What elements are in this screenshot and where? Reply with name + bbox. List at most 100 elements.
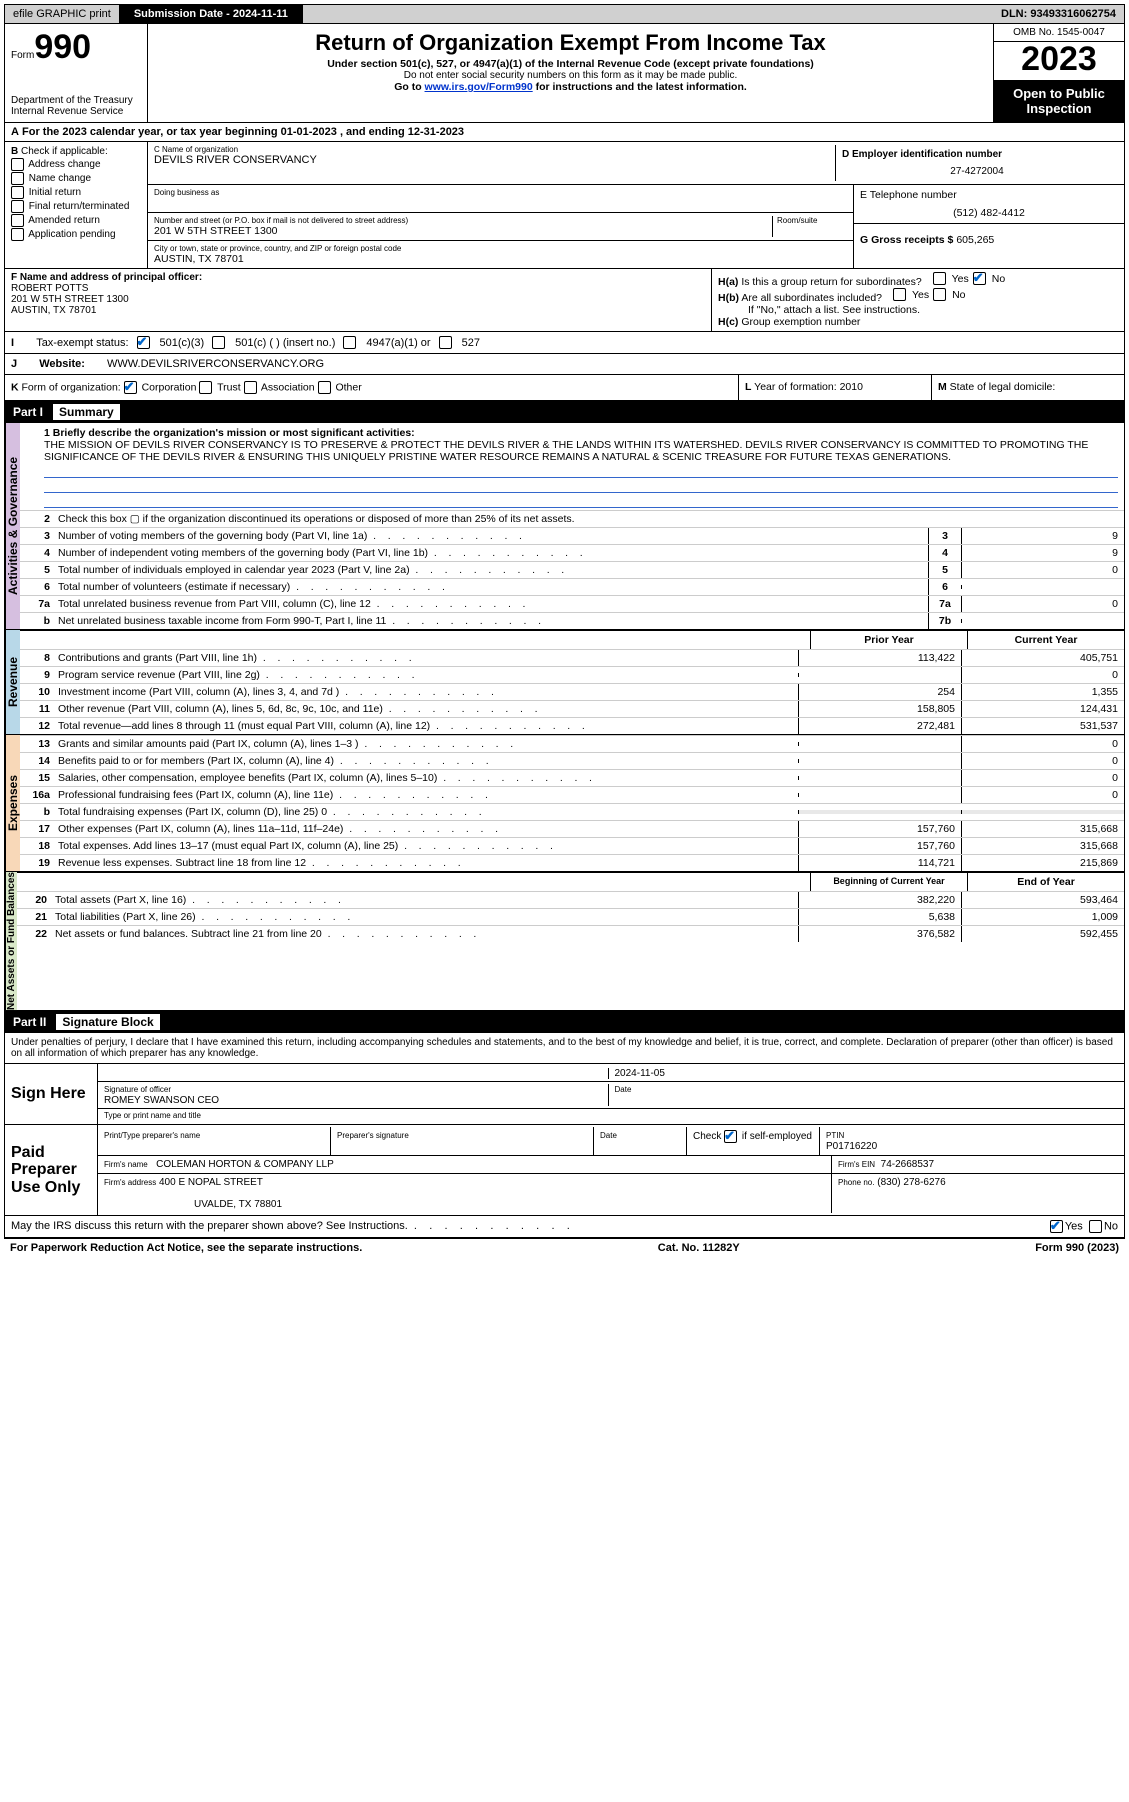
ha-yes[interactable] [933,272,946,285]
chk-amended[interactable]: Amended return [11,214,141,227]
ptin-value: P01716220 [826,1141,877,1152]
firm-ein-label: Firm's EIN [838,1160,875,1169]
box-m: M State of legal domicile: [932,375,1124,400]
chk-corp[interactable] [124,381,137,394]
box-b-title: Check if applicable: [21,146,108,157]
current-year-header: Current Year [967,631,1124,649]
box-h: H(a) Is this a group return for subordin… [711,269,1124,331]
governance-label: Activities & Governance [5,423,20,629]
chk-initial[interactable]: Initial return [11,186,141,199]
form-number: 990 [34,28,91,66]
preparer-label: Paid Preparer Use Only [5,1125,98,1215]
chk-527[interactable] [439,336,452,349]
chk-501c[interactable] [212,336,225,349]
chk-pending[interactable]: Application pending [11,228,141,241]
table-row: 20Total assets (Part X, line 16)382,2205… [17,891,1124,908]
firm-ein: 74-2668537 [881,1159,934,1170]
date-label: Date [615,1085,632,1094]
net-col-header: Beginning of Current Year End of Year [17,872,1124,891]
sig-officer-label: Signature of officer [104,1085,171,1094]
prep-name-label: Print/Type preparer's name [104,1131,200,1140]
box-klm: K Form of organization: Corporation Trus… [5,375,1124,401]
city-block: City or town, state or province, country… [148,241,853,268]
table-row: bTotal fundraising expenses (Part IX, co… [20,803,1124,820]
dln-label: DLN: 93493316062754 [993,5,1124,23]
tax-year: 2023 [994,42,1124,80]
ha-no[interactable] [973,272,986,285]
preparer-row: Paid Preparer Use Only Print/Type prepar… [5,1125,1124,1216]
table-row: 18Total expenses. Add lines 13–17 (must … [20,837,1124,854]
title-box: Return of Organization Exempt From Incom… [148,24,993,122]
chk-final[interactable]: Final return/terminated [11,200,141,213]
box-i: I Tax-exempt status: 501(c)(3) 501(c) ( … [5,332,1124,354]
dba-block: Doing business as [148,185,853,213]
j-label: Website: [39,358,85,370]
table-row: 8Contributions and grants (Part VIII, li… [20,649,1124,666]
officer-addr1: 201 W 5TH STREET 1300 [11,294,129,305]
hb-note: If "No," attach a list. See instructions… [718,304,1118,316]
part1-num: Part I [13,405,43,419]
expenses-label: Expenses [5,735,20,871]
chk-trust[interactable] [199,381,212,394]
table-row: 13Grants and similar amounts paid (Part … [20,735,1124,752]
irs-label: Internal Revenue Service [11,106,141,117]
netassets-section: Net Assets or Fund Balances Beginning of… [5,872,1124,1011]
prior-year-header: Prior Year [810,631,967,649]
box-f: F Name and address of principal officer:… [5,269,711,331]
goto-pre: Go to [394,81,424,93]
hb-yes[interactable] [893,288,906,301]
chk-assoc[interactable] [244,381,257,394]
firm-name-label: Firm's name [104,1160,148,1169]
addr-label: Number and street (or P.O. box if mail i… [154,216,772,225]
form-word: Form [11,50,34,61]
footer-cat: Cat. No. 11282Y [658,1242,740,1254]
hb-no[interactable] [933,288,946,301]
governance-body: 1 Briefly describe the organization's mi… [20,423,1124,629]
discuss-yes[interactable] [1050,1220,1063,1233]
part2-num: Part II [13,1015,46,1029]
table-row: 10Investment income (Part VIII, column (… [20,683,1124,700]
table-row: 14Benefits paid to or for members (Part … [20,752,1124,769]
prep-date-label: Date [600,1131,617,1140]
table-row: bNet unrelated business taxable income f… [20,612,1124,629]
f-label: F Name and address of principal officer: [11,272,202,283]
table-row: 19Revenue less expenses. Subtract line 1… [20,854,1124,871]
page-footer: For Paperwork Reduction Act Notice, see … [4,1239,1125,1257]
part1-title: Summary [53,404,120,420]
submission-date-button[interactable]: Submission Date - 2024-11-11 [120,5,303,23]
table-row: 4Number of independent voting members of… [20,544,1124,561]
c-name-label: C Name of organization [154,145,835,154]
chk-selfemp[interactable] [724,1130,737,1143]
sign-date: 2024-11-05 [608,1068,1119,1079]
sign-here-label: Sign Here [5,1064,98,1124]
box-l: L Year of formation: 2010 [739,375,932,400]
firm-name: COLEMAN HORTON & COMPANY LLP [156,1159,334,1170]
line2-text: Check this box ▢ if the organization dis… [54,511,1124,527]
sign-here-row: Sign Here 2024-11-05 Signature of office… [5,1064,1124,1125]
expenses-body: 13Grants and similar amounts paid (Part … [20,735,1124,871]
firm-addr2: UVALDE, TX 78801 [194,1199,282,1210]
chk-address[interactable]: Address change [11,158,141,171]
g-label: G Gross receipts $ [860,234,953,246]
city-label: City or town, state or province, country… [154,244,847,253]
prep-sig-label: Preparer's signature [337,1131,409,1140]
subtitle-3: Go to www.irs.gov/Form990 for instructio… [154,81,987,93]
address-block: Number and street (or P.O. box if mail i… [148,213,853,241]
footer-right: Form 990 (2023) [1035,1242,1119,1254]
table-row: 7aTotal unrelated business revenue from … [20,595,1124,612]
form990-link[interactable]: www.irs.gov/Form990 [425,81,533,93]
chk-name[interactable]: Name change [11,172,141,185]
rev-col-header: Prior Year Current Year [20,630,1124,649]
gross-receipts: 605,265 [956,234,994,246]
hb-text: Are all subordinates included? [741,292,882,304]
chk-4947[interactable] [343,336,356,349]
officer-name: ROBERT POTTS [11,283,88,294]
governance-section: Activities & Governance 1 Briefly descri… [5,423,1124,630]
hc-text: Group exemption number [741,316,860,328]
phone-value: (512) 482-4412 [860,207,1118,219]
chk-501c3[interactable] [137,336,150,349]
discuss-no[interactable] [1089,1220,1102,1233]
chk-other[interactable] [318,381,331,394]
box-b: B Check if applicable: Address change Na… [5,142,148,268]
dba-addr-row: Doing business as Number and street (or … [148,185,1124,268]
